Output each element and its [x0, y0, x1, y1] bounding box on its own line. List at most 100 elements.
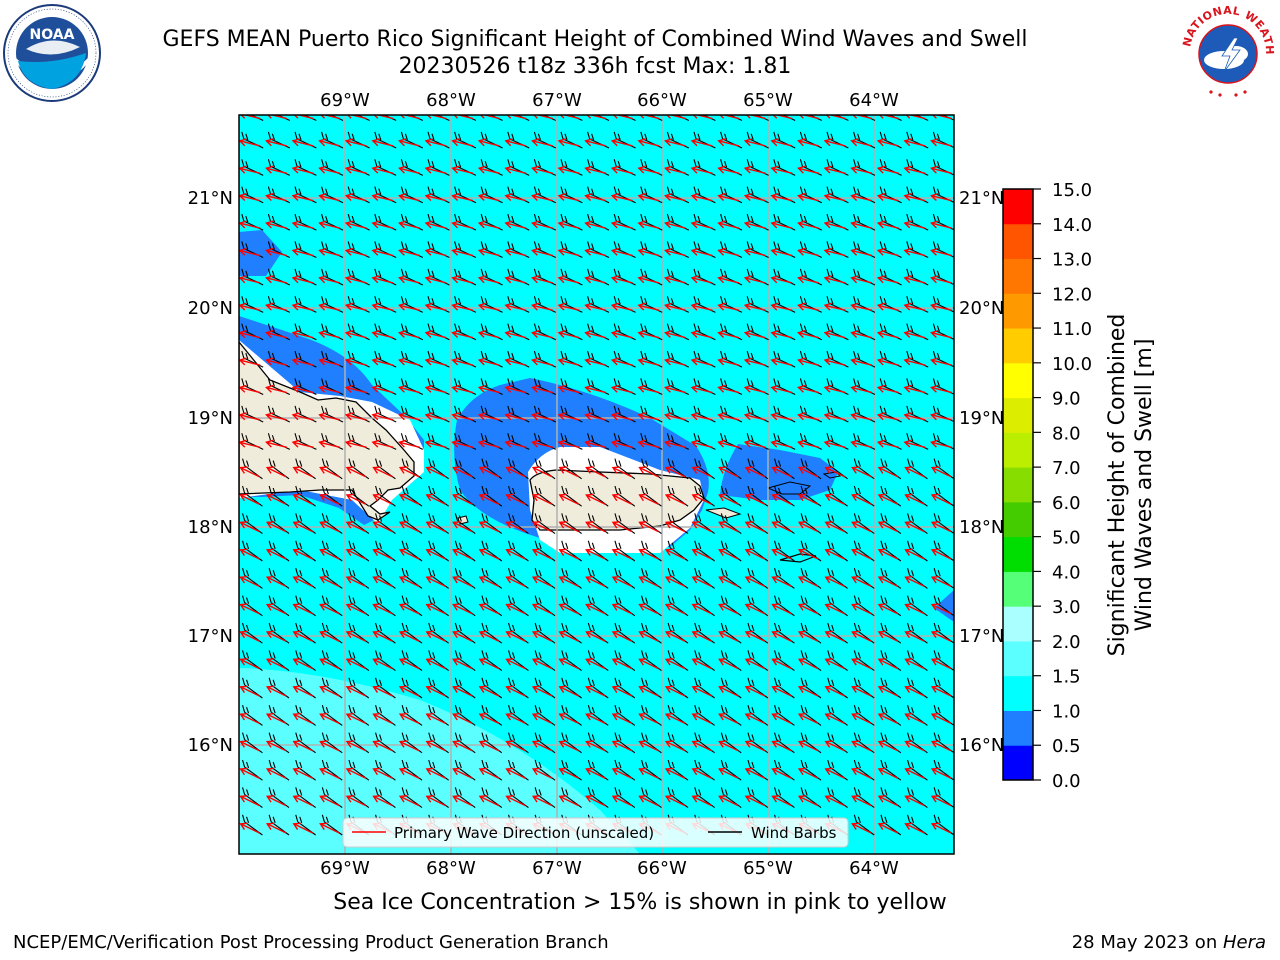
wave-direction-arrow [372, 685, 393, 697]
wave-direction-arrow [771, 658, 792, 670]
wave-direction-arrow [344, 439, 367, 449]
wave-direction-arrow [770, 384, 793, 394]
wave-direction-arrow [425, 603, 446, 615]
wave-height-band-0.5-nw [239, 230, 282, 276]
wave-direction-arrow [265, 439, 287, 449]
wave-direction-arrow [610, 302, 633, 312]
wave-direction-arrow [610, 247, 633, 257]
wave-direction-arrow [771, 603, 792, 615]
wave-direction-arrow [292, 658, 313, 670]
wave-direction-arrow [823, 220, 846, 229]
wave-direction-arrow [610, 193, 633, 202]
wave-direction-arrow [823, 138, 846, 147]
wave-direction-arrow [637, 330, 660, 339]
wave-direction-arrow [319, 795, 340, 807]
wave-direction-arrow [558, 685, 579, 697]
wave-direction-arrow [398, 302, 420, 312]
wave-direction-arrow [318, 138, 341, 147]
wave-direction-arrow [743, 330, 766, 339]
wave-direction-arrow [292, 685, 313, 697]
wave-direction-arrow [531, 521, 553, 533]
wave-direction-arrow [372, 795, 393, 807]
wave-direction-arrow [851, 685, 872, 697]
wave-direction-arrow [903, 357, 926, 366]
wave-direction-arrow [452, 521, 473, 533]
wave-direction-arrow [451, 330, 474, 339]
lat-label: 19°N [188, 408, 233, 429]
wave-direction-arrow [904, 712, 925, 725]
wave-direction-arrow [797, 466, 819, 478]
wave-direction-arrow [239, 220, 261, 229]
wave-direction-arrow [850, 302, 873, 312]
wave-direction-arrow [664, 795, 686, 807]
wave-direction-arrow [345, 603, 367, 615]
wave-direction-arrow [877, 548, 899, 560]
wave-direction-arrow [637, 384, 660, 394]
wave-direction-arrow [930, 220, 952, 229]
wave-direction-arrow [664, 740, 686, 752]
wave-direction-arrow [664, 603, 686, 615]
wave-direction-arrow [611, 658, 633, 670]
colorbar-tick-label: 13.0 [1052, 250, 1092, 271]
wave-direction-arrow [664, 330, 686, 339]
wave-direction-arrow [318, 302, 341, 312]
wave-direction-arrow [292, 466, 313, 478]
wave-direction-arrow [691, 685, 712, 697]
wave-direction-arrow [824, 575, 845, 588]
wave-direction-arrow [743, 193, 766, 202]
wave-direction-arrow [531, 357, 553, 366]
wave-direction-arrow [452, 548, 473, 560]
wave-direction-arrow [319, 548, 340, 560]
wave-direction-arrow [851, 767, 872, 779]
wave-direction-arrow [852, 115, 873, 120]
wave-direction-arrow [265, 740, 287, 752]
wave-direction-arrow [930, 740, 952, 752]
wave-direction-arrow [664, 439, 686, 449]
wave-direction-arrow [690, 384, 713, 394]
wave-direction-arrow [265, 193, 287, 202]
wave-direction-arrow [371, 275, 394, 284]
wave-direction-arrow [823, 165, 846, 175]
colorbar [1003, 189, 1033, 781]
wave-direction-arrow [824, 712, 845, 725]
wave-direction-arrow [851, 548, 872, 560]
wave-direction-arrow [850, 330, 873, 339]
colorbar-frame [1002, 188, 1034, 781]
wave-direction-arrow [904, 575, 925, 588]
wave-direction-arrow [265, 548, 287, 560]
wave-direction-arrow [824, 603, 845, 615]
colorbar-tick-label: 11.0 [1052, 319, 1092, 340]
wave-direction-arrow [904, 548, 925, 560]
wave-direction-arrow [903, 384, 926, 394]
wave-direction-arrow [557, 138, 580, 147]
wave-direction-arrow [557, 302, 580, 312]
colorbar-segment [1003, 675, 1033, 711]
wave-direction-arrow [265, 630, 287, 642]
wave-direction-arrow [744, 603, 766, 615]
wave-direction-arrow [531, 658, 553, 670]
wave-direction-arrow [292, 822, 313, 834]
wave-direction-arrow [876, 412, 899, 421]
wave-direction-arrow [292, 521, 313, 533]
colorbar-segment [1003, 328, 1033, 364]
wave-direction-arrow [877, 575, 899, 588]
wave-direction-arrow [717, 275, 740, 284]
wave-direction-arrow [690, 165, 713, 175]
wave-direction-arrow [904, 740, 925, 752]
wave-direction-arrow [930, 630, 952, 642]
lat-labels-left: 21°N 20°N 19°N 18°N 17°N 16°N [188, 188, 233, 756]
wave-height-band-2.0 [239, 668, 640, 854]
wave-direction-arrow [637, 220, 660, 229]
wave-direction-arrow [665, 115, 686, 120]
wave-direction-arrow [531, 603, 553, 615]
wave-direction-arrow [425, 658, 446, 670]
wave-direction-arrow [239, 630, 260, 642]
wave-direction-arrow [398, 193, 420, 202]
wave-direction-arrow [372, 740, 393, 752]
colorbar-segment [1003, 536, 1033, 572]
colorbar-segment [1003, 745, 1033, 781]
wave-direction-arrow [611, 795, 633, 807]
wave-direction-arrow [558, 521, 579, 533]
wave-direction-arrow [505, 548, 526, 560]
wave-direction-arrow [398, 603, 420, 615]
